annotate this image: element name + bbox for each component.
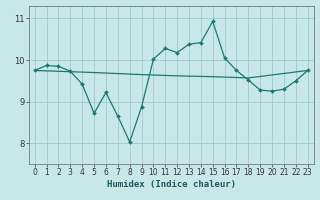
X-axis label: Humidex (Indice chaleur): Humidex (Indice chaleur)	[107, 180, 236, 189]
